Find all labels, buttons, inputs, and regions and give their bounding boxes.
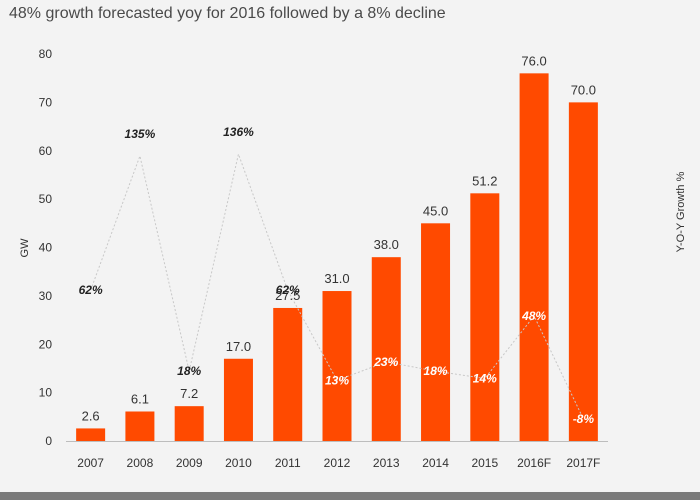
y-tick-label: 50	[39, 192, 53, 206]
x-tick-label: 2016F	[517, 456, 551, 470]
x-tick-label: 2007	[77, 456, 104, 470]
y-tick-label: 0	[45, 434, 52, 448]
y-tick-label: 70	[39, 95, 53, 109]
labels: 2.6 6.1 7.2 17.0 27.5 31.0 38.0 45.0 51.2 76.0 70.…	[79, 53, 596, 426]
bar-value-label: 76.0	[521, 53, 546, 68]
growth-label: 136%	[223, 125, 254, 139]
y-axis: 0 10 20 30 40 50 60 70 80	[39, 47, 53, 448]
bar-2010	[223, 358, 253, 441]
bar-value-label: 45.0	[423, 203, 448, 218]
x-tick-label: 2017F	[566, 456, 600, 470]
bar-value-label: 31.0	[324, 271, 349, 286]
x-tick-label: 2014	[422, 456, 449, 470]
y-tick-label: 40	[39, 241, 53, 255]
bar-2012	[322, 291, 352, 441]
growth-series-line	[90, 152, 584, 420]
y-tick-label: 80	[39, 47, 53, 61]
bar-2014	[421, 223, 451, 441]
growth-label: 62%	[79, 283, 103, 297]
chart-title: 48% growth forecasted yoy for 2016 follo…	[9, 5, 446, 22]
bar-2013	[371, 257, 401, 441]
bar-2016F	[519, 73, 549, 441]
growth-label: 135%	[125, 127, 156, 141]
growth-label: 23%	[373, 355, 398, 369]
x-tick-label: 2010	[225, 456, 252, 470]
bar-value-label: 17.0	[226, 339, 251, 354]
x-tick-label: 2011	[275, 456, 301, 470]
growth-label: 62%	[276, 283, 300, 297]
bars	[76, 73, 598, 441]
y-axis-label: GW	[19, 238, 31, 258]
bar-2007	[76, 428, 106, 441]
y-tick-label: 10	[39, 386, 53, 400]
growth-label: 14%	[473, 371, 497, 385]
x-tick-label: 2013	[373, 456, 400, 470]
bar-value-label: 51.2	[472, 173, 497, 188]
growth-label: -8%	[573, 412, 595, 426]
bar-2009	[174, 406, 204, 441]
x-tick-label: 2012	[324, 456, 351, 470]
bar-value-label: 38.0	[374, 237, 399, 252]
bar-2011	[273, 307, 303, 441]
bar-value-label: 27.5	[275, 288, 300, 303]
growth-label: 48%	[521, 309, 546, 323]
bar-value-label: 7.2	[180, 386, 198, 401]
secondary-axis-label: Y-O-Y Growth %	[675, 171, 687, 252]
y-tick-label: 60	[39, 144, 53, 158]
bar-value-label: 70.0	[571, 82, 596, 97]
growth-label: 18%	[424, 364, 448, 378]
growth-line	[90, 152, 584, 420]
growth-label: 13%	[325, 373, 349, 387]
y-tick-label: 30	[39, 289, 53, 303]
bar-2015	[470, 193, 500, 441]
y-tick-label: 20	[39, 337, 53, 351]
x-tick-label: 2008	[127, 456, 154, 470]
bar-2008	[125, 411, 155, 441]
bar-value-label: 6.1	[131, 391, 149, 406]
x-axis: 2007 2008 2009 2010 2011 2012 2013 2014 2015 2016…	[66, 441, 608, 470]
bar-2017F	[568, 102, 598, 441]
bottom-bar	[0, 492, 700, 500]
x-tick-label: 2009	[176, 456, 203, 470]
x-tick-label: 2015	[471, 456, 498, 470]
growth-label: 18%	[177, 364, 201, 378]
bar-value-label: 2.6	[82, 408, 100, 423]
